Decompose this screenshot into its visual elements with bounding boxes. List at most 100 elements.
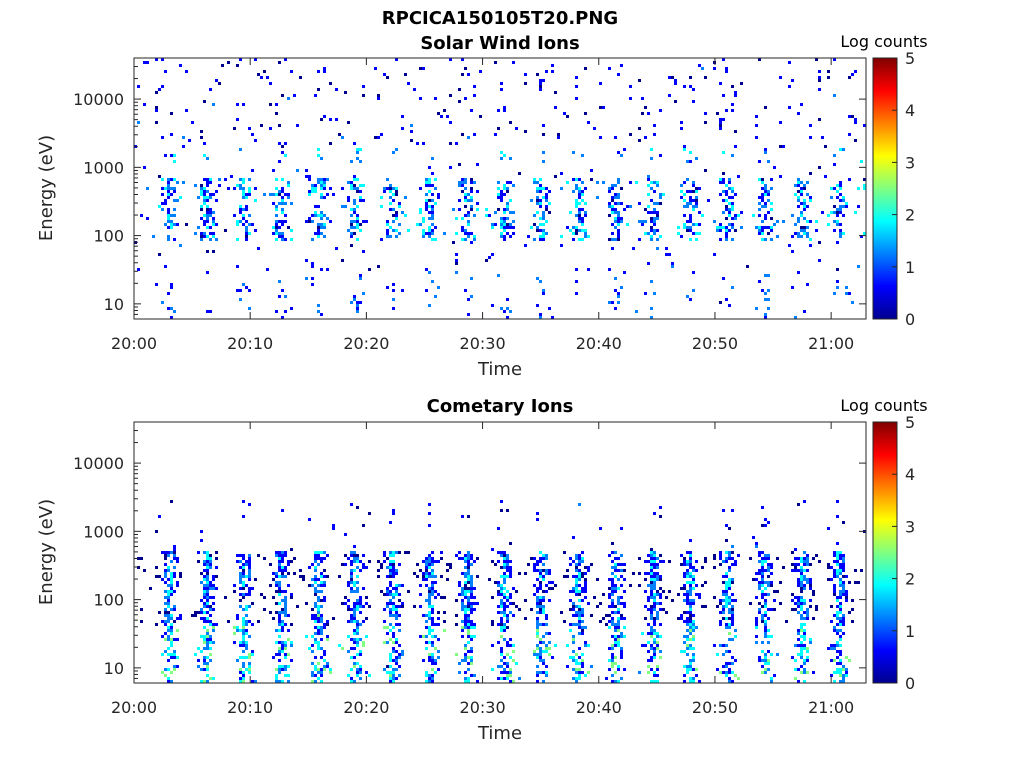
heatmap-cell [542,557,545,560]
heatmap-cell [317,590,320,593]
heatmap-cell [800,587,803,590]
heatmap-cell [839,674,842,677]
heatmap-cell [680,127,683,130]
heatmap-cell [542,662,545,665]
heatmap-cell [620,653,623,656]
heatmap-cell [512,587,515,590]
heatmap-cell [806,563,809,566]
heatmap-cell [266,76,269,79]
heatmap-cell [548,581,551,584]
heatmap-cell [380,566,383,569]
heatmap-cell [581,190,584,193]
heatmap-cell [392,650,395,653]
heatmap-cell [347,674,350,677]
heatmap-cell [206,157,209,160]
heatmap-cell [359,677,362,680]
heatmap-cell [164,596,167,599]
heatmap-cell [245,229,248,232]
heatmap-cell [203,560,206,563]
heatmap-cell [206,572,209,575]
heatmap-cell [725,208,728,211]
heatmap-cell [650,563,653,566]
heatmap-cell [692,569,695,572]
heatmap-cell [239,581,242,584]
heatmap-cell [575,187,578,190]
heatmap-cell [275,205,278,208]
heatmap-cell [170,154,173,157]
heatmap-cell [167,226,170,229]
heatmap-cell [764,602,767,605]
heatmap-cell [686,611,689,614]
heatmap-cell [548,569,551,572]
heatmap-cell [167,211,170,214]
heatmap-cell [362,85,365,88]
heatmap-cell [326,575,329,578]
heatmap-cell [734,674,737,677]
heatmap-cell [167,235,170,238]
heatmap-cell [356,590,359,593]
heatmap-cell [722,611,725,614]
heatmap-cell [542,608,545,611]
heatmap-cell [239,572,242,575]
heatmap-cell [242,644,245,647]
heatmap-cell [323,187,326,190]
heatmap-cell [287,653,290,656]
heatmap-cell [674,100,677,103]
heatmap-cell [830,659,833,662]
heatmap-cell [659,554,662,557]
heatmap-cell [782,145,785,148]
heatmap-cell [467,662,470,665]
heatmap-cell [419,635,422,638]
heatmap-cell [248,566,251,569]
heatmap-cell [734,217,737,220]
heatmap-cell [575,593,578,596]
heatmap-cell [818,70,821,73]
heatmap-cell [611,587,614,590]
heatmap-cell [359,623,362,626]
heatmap-cell [737,677,740,680]
heatmap-cell [212,232,215,235]
heatmap-cell [539,575,542,578]
heatmap-cell [689,202,692,205]
heatmap-cell [569,557,572,560]
heatmap-cell [653,587,656,590]
heatmap-cell [833,560,836,563]
heatmap-cell [611,196,614,199]
heatmap-cell [329,82,332,85]
heatmap-cell [617,587,620,590]
heatmap-cell [770,680,773,683]
heatmap-cell [509,199,512,202]
heatmap-cell [512,232,515,235]
heatmap-cell [635,310,638,313]
heatmap-cell [356,587,359,590]
heatmap-cell [500,620,503,623]
heatmap-cell [500,199,503,202]
heatmap-cell [209,193,212,196]
heatmap-cell [650,584,653,587]
heatmap-cell [575,178,578,181]
heatmap-cell [860,569,863,572]
heatmap-cell [806,220,809,223]
heatmap-cell [839,653,842,656]
heatmap-cell [767,662,770,665]
heatmap-cell [761,220,764,223]
heatmap-cell [647,175,650,178]
heatmap-cell [314,205,317,208]
heatmap-cell [689,638,692,641]
heatmap-cell [323,178,326,181]
heatmap-cell [431,193,434,196]
heatmap-cell [644,292,647,295]
heatmap-cell [611,590,614,593]
heatmap-cell [563,112,566,115]
heatmap-cell [656,563,659,566]
heatmap-cell [851,301,854,304]
heatmap-cell [311,584,314,587]
heatmap-cell [500,611,503,614]
heatmap-cell [248,653,251,656]
heatmap-cell [608,268,611,271]
heatmap-cell [278,295,281,298]
heatmap-cell [344,205,347,208]
heatmap-cell [263,193,266,196]
heatmap-cell [668,253,671,256]
heatmap-cell [164,202,167,205]
